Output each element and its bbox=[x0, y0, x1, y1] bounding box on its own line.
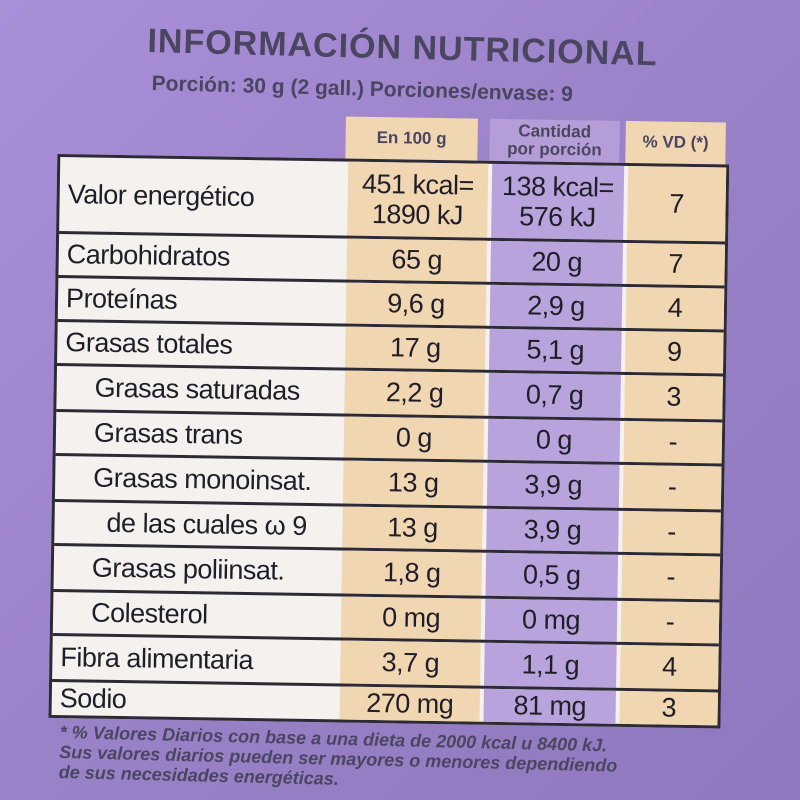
row-portion: 5,1 g bbox=[489, 328, 622, 372]
row-label: Grasas monoinsat. bbox=[93, 462, 312, 497]
column-header-per100: En 100 g bbox=[345, 116, 478, 161]
row-label: Sodio bbox=[59, 683, 127, 715]
row-vd: - bbox=[623, 420, 723, 464]
row-portion: 3,9 g bbox=[486, 462, 620, 508]
row-per100-kcal: 451 kcal= bbox=[361, 168, 475, 201]
row-portion-kj: 576 kJ bbox=[518, 201, 596, 233]
row-vd: 7 bbox=[627, 165, 727, 242]
row-label: Grasas totales bbox=[65, 327, 233, 360]
nutrition-table-wrapper: En 100 g Cantidad por porción % VD (*) V… bbox=[48, 112, 748, 729]
row-per100: 13 g bbox=[342, 506, 483, 550]
column-header-portion-line2: por porción bbox=[507, 139, 602, 160]
column-header-portion: Cantidad por porción bbox=[489, 118, 620, 163]
row-portion: 0 mg bbox=[484, 598, 618, 642]
row-portion: 138 kcal= 576 kJ bbox=[491, 163, 625, 240]
row-portion: 20 g bbox=[490, 240, 624, 284]
row-vd: - bbox=[620, 600, 720, 644]
nutrition-table: Valor energético 451 kcal= 1890 kJ 138 k… bbox=[48, 153, 730, 729]
row-vd: 7 bbox=[626, 242, 726, 286]
row-per100: 0 mg bbox=[340, 596, 482, 640]
table-row-energy: Valor energético 451 kcal= 1890 kJ 138 k… bbox=[59, 157, 727, 242]
row-per100: 9,6 g bbox=[345, 282, 487, 326]
row-label: Fibra alimentaria bbox=[60, 642, 254, 676]
row-per100: 451 kcal= 1890 kJ bbox=[347, 161, 489, 238]
row-portion: 0 g bbox=[487, 418, 621, 462]
row-label: Grasas poliinsat. bbox=[91, 552, 285, 586]
column-header-vd: % VD (*) bbox=[625, 120, 726, 165]
row-vd: 4 bbox=[620, 644, 719, 690]
row-vd: - bbox=[622, 464, 722, 510]
row-vd: 4 bbox=[625, 286, 725, 330]
row-vd: - bbox=[621, 554, 721, 600]
row-per100: 1,8 g bbox=[341, 550, 483, 596]
row-vd: 9 bbox=[624, 330, 724, 374]
row-portion: 1,1 g bbox=[484, 642, 617, 688]
row-per100: 2,2 g bbox=[344, 370, 485, 416]
row-per100-kj: 1890 kJ bbox=[371, 198, 464, 231]
row-portion: 81 mg bbox=[483, 688, 616, 724]
row-portion: 2,9 g bbox=[489, 284, 623, 328]
row-per100: 0 g bbox=[343, 416, 485, 460]
row-per100: 17 g bbox=[345, 326, 486, 370]
row-portion: 0,7 g bbox=[488, 372, 621, 418]
row-label: Grasas trans bbox=[93, 417, 243, 450]
row-per100: 270 mg bbox=[339, 686, 480, 722]
row-vd: - bbox=[622, 510, 721, 554]
row-per100: 3,7 g bbox=[340, 640, 481, 686]
row-portion-kcal: 138 kcal= bbox=[501, 170, 615, 203]
row-per100: 65 g bbox=[346, 238, 488, 282]
row-label: Valor energético bbox=[67, 178, 255, 212]
row-label: Grasas saturadas bbox=[94, 372, 300, 406]
row-portion: 0,5 g bbox=[485, 552, 619, 598]
row-vd: 3 bbox=[624, 374, 723, 420]
row-per100: 13 g bbox=[342, 460, 484, 506]
row-label: de las cuales ω 9 bbox=[106, 507, 307, 541]
row-label: Proteínas bbox=[65, 283, 178, 315]
row-label: Carbohidratos bbox=[66, 239, 231, 272]
row-portion: 3,9 g bbox=[486, 508, 619, 552]
row-label: Colesterol bbox=[90, 597, 208, 630]
row-vd: 3 bbox=[619, 690, 718, 726]
